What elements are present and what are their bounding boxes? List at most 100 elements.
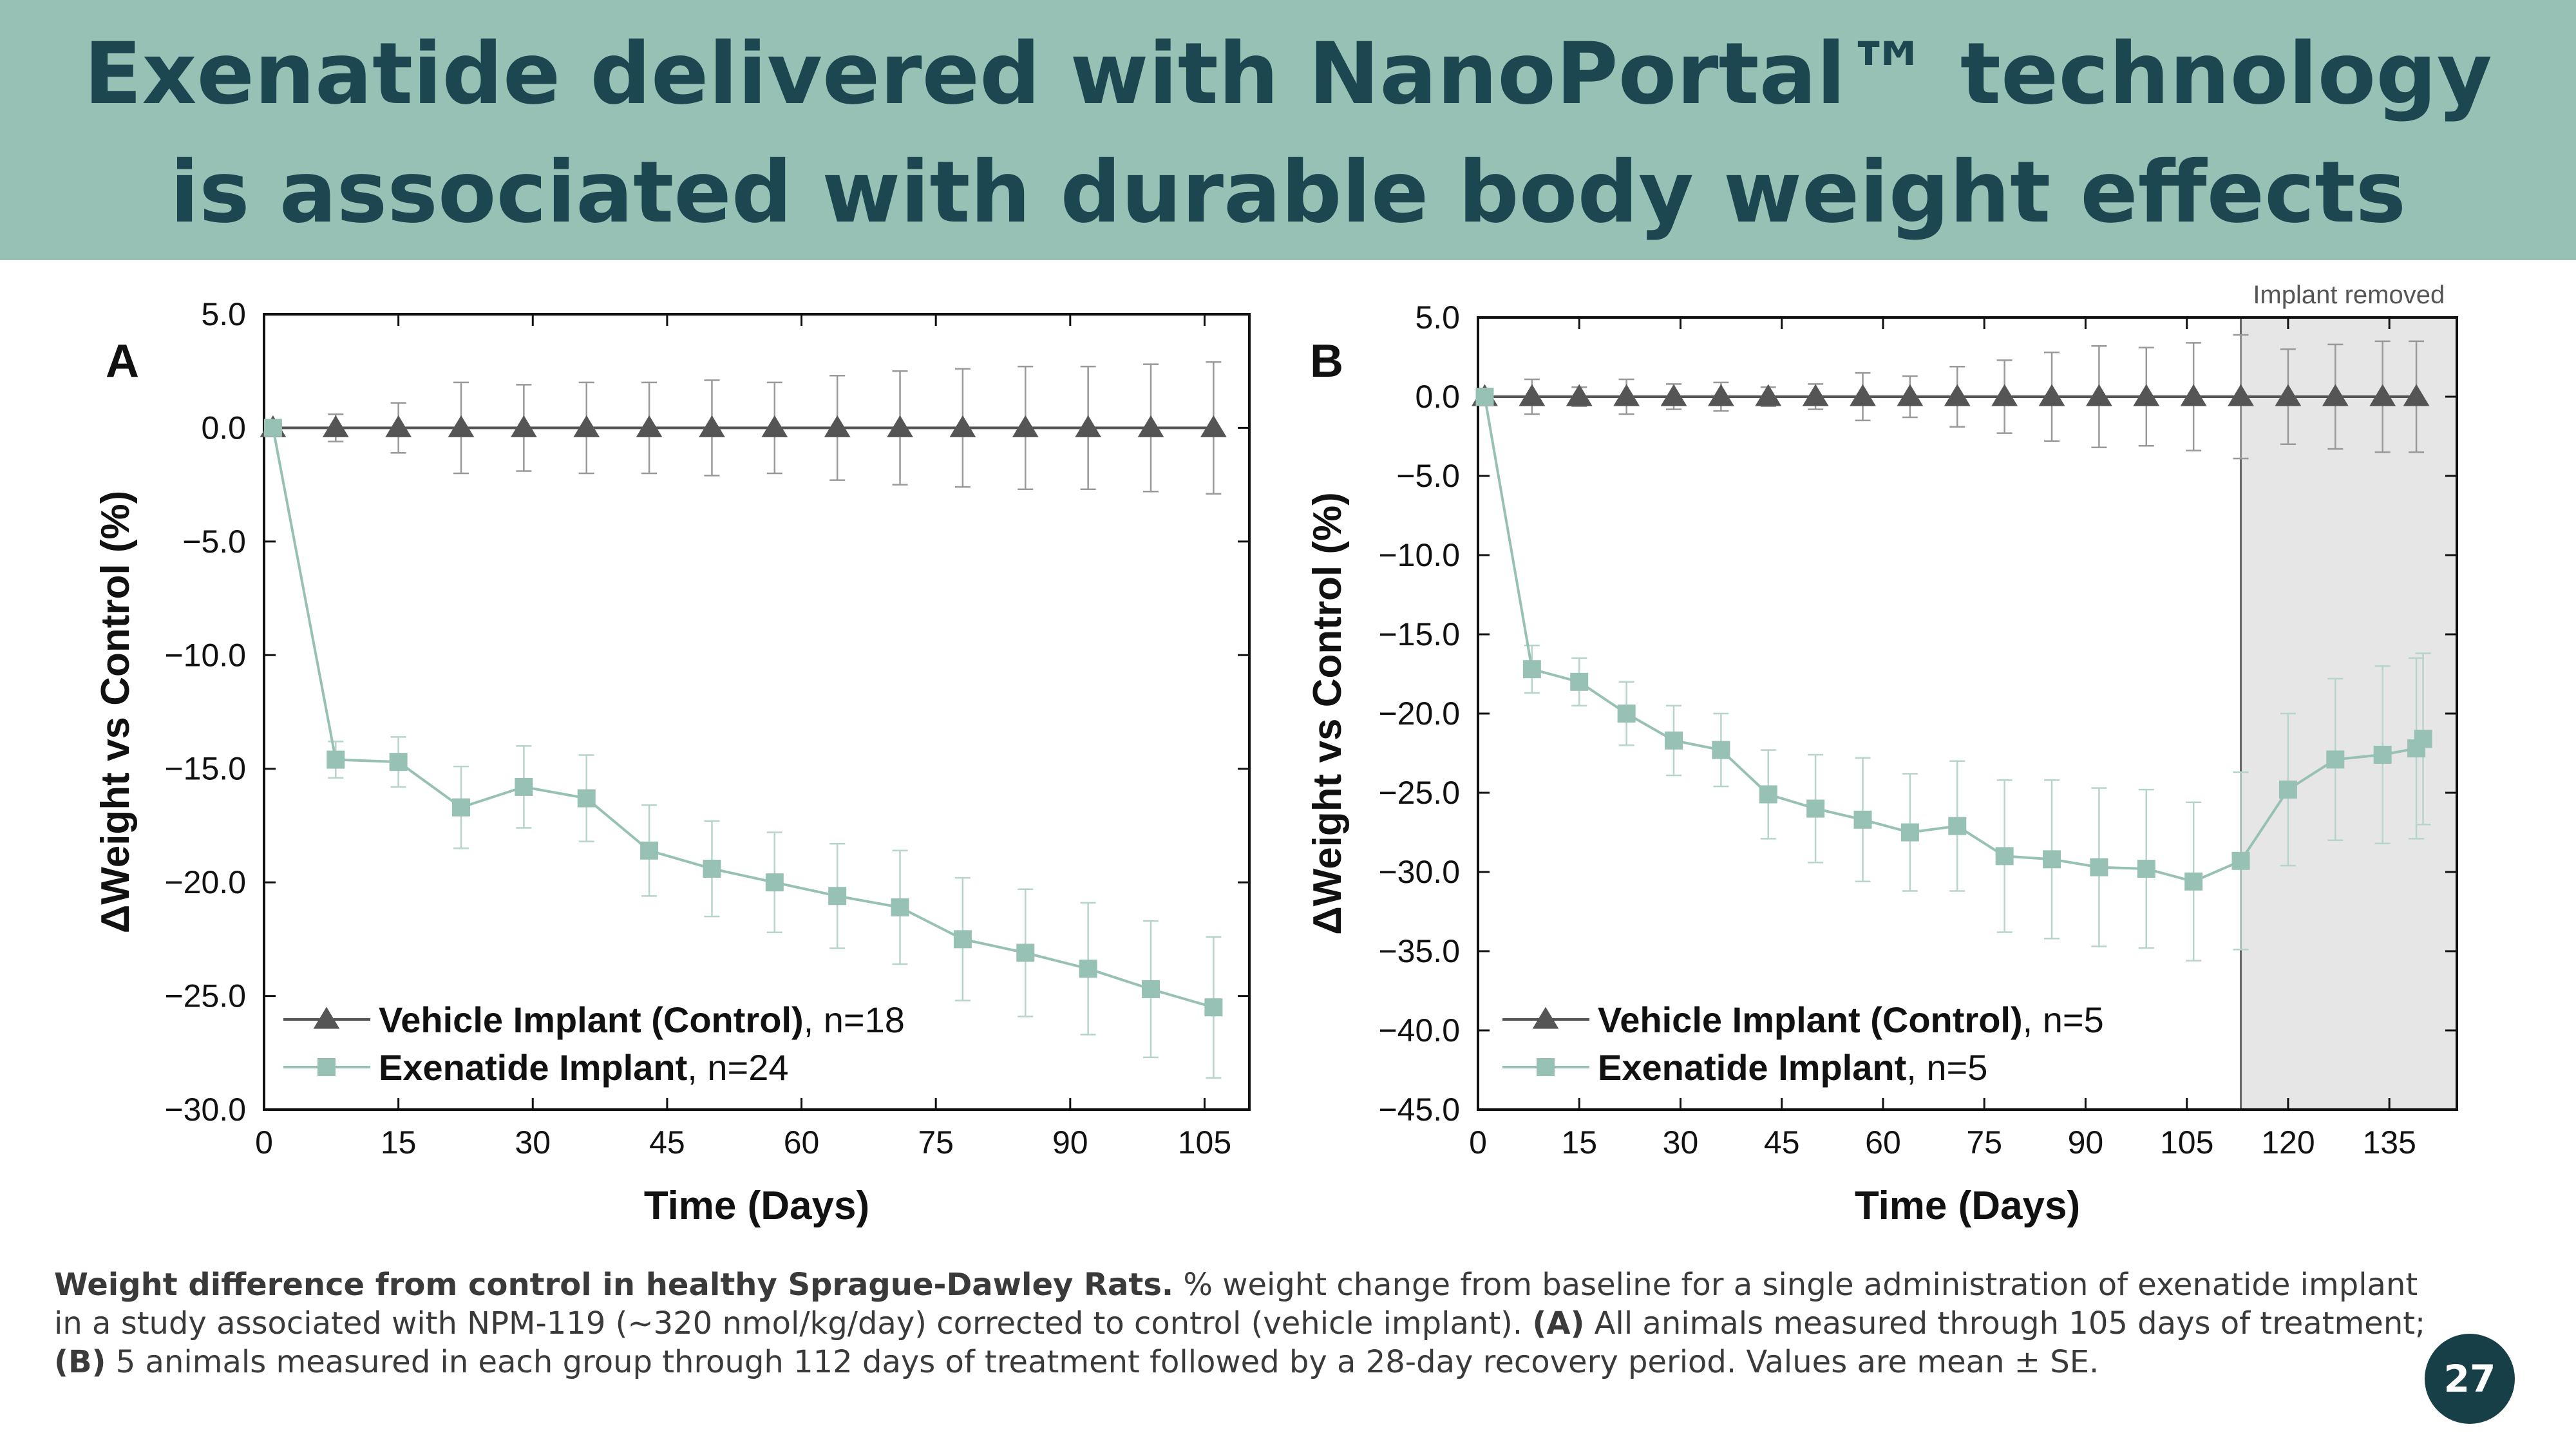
- data-point: [1755, 384, 1782, 406]
- data-point: [1759, 785, 1777, 804]
- y-tick-label: −5.0: [182, 524, 246, 560]
- x-tick-label: 60: [1865, 1124, 1901, 1160]
- x-tick-label: 120: [2261, 1124, 2315, 1160]
- chart-panel-b: Implant removed 0 15 30 45 60 75 90 105 120 135 5.0…: [1305, 281, 2458, 1228]
- series-line: [271, 428, 1214, 1009]
- data-point: [448, 415, 475, 437]
- y-tick-label: −35.0: [1378, 933, 1460, 969]
- data-point: [2090, 858, 2108, 876]
- data-point: [1991, 384, 2018, 406]
- page-number-badge: 27: [2425, 1334, 2515, 1424]
- y-tick-label: −10.0: [1378, 537, 1460, 573]
- data-point: [2228, 384, 2254, 406]
- legend-label: Exenatide Implant, n=24: [379, 1047, 789, 1088]
- y-tick-label: −20.0: [164, 864, 246, 900]
- charts-area: 0 15 30 45 60 75 90 105 5.0 0.0 −5.0 −10.0 −15.0 −20.…: [93, 281, 2458, 1228]
- data-point: [1142, 980, 1160, 998]
- figure-caption: Weight difference from control in health…: [54, 1265, 2437, 1381]
- data-point: [322, 415, 349, 437]
- data-point: [2038, 384, 2065, 406]
- data-point: [761, 415, 788, 437]
- legend-entry: Exenatide Implant, n=24: [283, 1047, 789, 1088]
- data-point: [636, 415, 663, 437]
- caption-text-3: 5 animals measured in each group through…: [106, 1344, 2099, 1380]
- x-tick-label: 75: [918, 1124, 954, 1160]
- y-tick-label: −15.0: [1378, 616, 1460, 652]
- panel-label: A: [106, 336, 139, 387]
- caption-bold-b: (B): [54, 1344, 106, 1380]
- caption-text-1: % weight change from baseline for a sing…: [54, 1267, 2418, 1341]
- y-axis-label: ΔWeight vs Control (%): [1305, 492, 1350, 935]
- caption-text-2: All animals measured through 105 days of…: [1584, 1305, 2426, 1341]
- data-point: [828, 887, 847, 905]
- data-point: [2414, 730, 2432, 748]
- legend-series-name: Exenatide Implant: [1598, 1047, 1906, 1088]
- x-tick-label: 75: [1966, 1124, 2002, 1160]
- implant-removed-label: Implant removed: [2253, 281, 2445, 309]
- panel-label: B: [1310, 336, 1343, 387]
- data-point: [2322, 384, 2349, 406]
- data-point: [2133, 384, 2160, 406]
- data-point: [452, 798, 470, 817]
- y-tick-label: −5.0: [1396, 458, 1460, 494]
- x-tick-label: 90: [2068, 1124, 2104, 1160]
- slide-title-line-1: Exenatide delivered with NanoPortal™ tec…: [84, 24, 2492, 124]
- y-tick-label: −40.0: [1378, 1012, 1460, 1048]
- x-tick-label: 135: [2362, 1124, 2416, 1160]
- legend-marker: [317, 1058, 336, 1076]
- legend-sample-size: , n=5: [1906, 1047, 1987, 1088]
- legend-marker: [1532, 1007, 1559, 1029]
- legend-series-name: Vehicle Implant (Control): [1598, 999, 2023, 1040]
- legend-marker: [1537, 1058, 1555, 1076]
- x-tick-label: 0: [255, 1124, 273, 1160]
- chart-panel-a: 0 15 30 45 60 75 90 105 5.0 0.0 −5.0 −10.0 −15.0 −20.…: [93, 296, 1251, 1228]
- y-tick-label: −30.0: [164, 1092, 246, 1128]
- legend-label: Vehicle Implant (Control), n=5: [1598, 999, 2104, 1040]
- y-tick-label: −30.0: [1378, 854, 1460, 890]
- data-point: [1522, 660, 1541, 679]
- legend-entry: Vehicle Implant (Control), n=5: [1502, 999, 2104, 1040]
- data-point: [1850, 384, 1876, 406]
- x-tick-label: 30: [1663, 1124, 1699, 1160]
- data-point: [949, 415, 976, 437]
- y-tick-label: −25.0: [164, 978, 246, 1014]
- legend-series-name: Vehicle Implant (Control): [379, 999, 804, 1040]
- x-tick-label: 15: [1561, 1124, 1597, 1160]
- series-exenatide: [263, 419, 1223, 1079]
- data-point: [824, 415, 851, 437]
- x-tick-label: 30: [515, 1124, 551, 1160]
- y-tick-label: −45.0: [1378, 1092, 1460, 1128]
- data-point: [1897, 384, 1924, 406]
- caption-bold-a: (A): [1532, 1305, 1585, 1341]
- data-point: [2043, 850, 2061, 869]
- x-tick-label: 60: [784, 1124, 820, 1160]
- series-vehicle-control: [260, 361, 1227, 495]
- x-tick-label: 45: [649, 1124, 685, 1160]
- legend-sample-size: , n=5: [2023, 999, 2104, 1040]
- y-tick-label: 0.0: [1415, 379, 1460, 415]
- data-point: [1707, 384, 1734, 406]
- data-point: [1200, 415, 1227, 437]
- x-tick-label: 15: [381, 1124, 417, 1160]
- legend-entry: Exenatide Implant, n=5: [1502, 1047, 1987, 1088]
- data-point: [891, 898, 909, 916]
- data-point: [2184, 872, 2203, 891]
- data-point: [1079, 960, 1097, 978]
- plot-frame: [263, 313, 1251, 1111]
- legend-entry: Vehicle Implant (Control), n=18: [283, 999, 905, 1040]
- y-tick-label: 0.0: [201, 410, 246, 446]
- slide-title-line-2: is associated with durable body weight e…: [169, 143, 2407, 242]
- y-tick-label: 5.0: [1415, 299, 1460, 336]
- data-point: [510, 415, 537, 437]
- x-tick-label: 105: [2160, 1124, 2213, 1160]
- data-point: [1075, 415, 1102, 437]
- data-point: [2326, 750, 2345, 769]
- data-point: [887, 415, 913, 437]
- x-axis-label: Time (Days): [1855, 1184, 2080, 1228]
- implant-removed-region: [2240, 317, 2457, 1110]
- legend-series-name: Exenatide Implant: [379, 1047, 687, 1088]
- series-line: [1483, 396, 2425, 883]
- data-point: [1948, 817, 1967, 835]
- data-point: [1137, 415, 1164, 437]
- data-point: [699, 415, 725, 437]
